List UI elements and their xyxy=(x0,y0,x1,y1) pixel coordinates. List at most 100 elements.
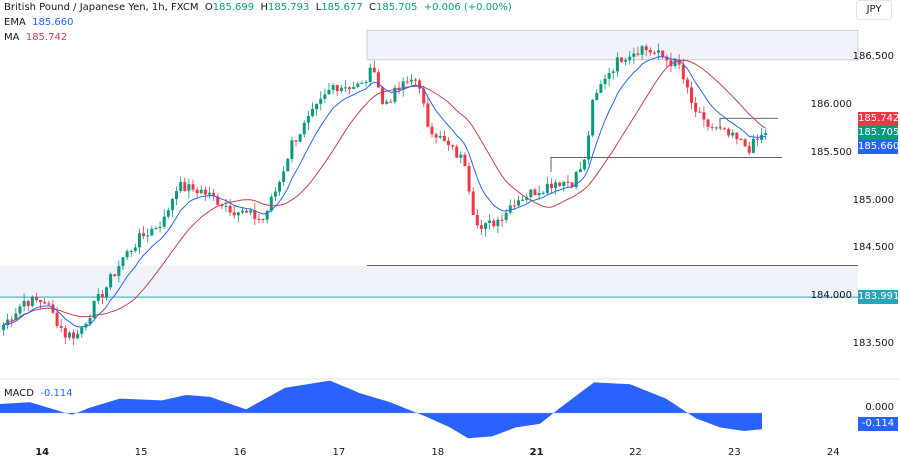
candle-body xyxy=(158,226,162,229)
candle-body xyxy=(508,205,512,213)
candle-body xyxy=(26,300,30,306)
candle-body xyxy=(286,158,290,172)
macd-area xyxy=(0,380,762,439)
candle-body xyxy=(109,274,113,288)
candle-body xyxy=(549,183,553,189)
macd-legend[interactable]: MACD -0.114 xyxy=(4,388,73,400)
candle-body xyxy=(67,332,71,338)
x-tick-label: 18 xyxy=(431,447,445,458)
candle-body xyxy=(558,182,562,186)
candle-body xyxy=(657,50,661,53)
y-tick-label: 185.000 xyxy=(852,194,894,206)
candle-body xyxy=(372,67,376,73)
candle-body xyxy=(113,274,117,276)
macd-label: MACD xyxy=(4,388,34,399)
candle-body xyxy=(302,122,306,135)
close-price-tag: 185.705 xyxy=(858,126,900,140)
currency-label[interactable]: JPY xyxy=(856,0,892,20)
candle-body xyxy=(133,247,137,251)
candle-body xyxy=(360,82,364,84)
candle-body xyxy=(269,196,273,211)
candle-body xyxy=(216,196,220,205)
candle-body xyxy=(389,101,393,103)
candle-body xyxy=(187,184,191,191)
candle-body xyxy=(249,210,253,213)
candle-body xyxy=(599,84,603,93)
y-tick-label: 184.500 xyxy=(852,242,894,254)
y-tick-label: 185.500 xyxy=(810,146,852,158)
candle-body xyxy=(34,296,38,301)
ema-label: EMA xyxy=(4,17,26,28)
candle-body xyxy=(92,300,96,319)
candle-body xyxy=(467,166,471,192)
ma-legend[interactable]: MA 185.742 xyxy=(4,30,512,45)
candle-body xyxy=(315,103,319,110)
candle-body xyxy=(208,192,211,195)
candle-body xyxy=(644,46,648,51)
candle-body xyxy=(39,300,43,303)
candle-body xyxy=(14,313,18,320)
y-tick-label: 183.500 xyxy=(852,338,894,350)
candle-body xyxy=(76,333,80,339)
candle-body xyxy=(677,59,681,65)
x-tick-label: 15 xyxy=(134,447,148,458)
candle-body xyxy=(463,154,467,167)
candle-body xyxy=(603,78,607,85)
candle-body xyxy=(459,154,463,158)
candle-body xyxy=(203,189,207,195)
candle-body xyxy=(240,210,244,213)
candle-body xyxy=(471,191,475,215)
candle-body xyxy=(294,140,298,142)
candle-body xyxy=(587,135,591,160)
candle-body xyxy=(723,128,726,130)
candle-body xyxy=(59,325,63,328)
candle-body xyxy=(137,233,141,248)
candle-body xyxy=(422,88,426,104)
candle-body xyxy=(232,212,236,216)
candle-body xyxy=(323,94,327,99)
candle-body xyxy=(368,67,372,83)
candle-body xyxy=(142,233,146,237)
x-tick-label: 22 xyxy=(629,447,642,458)
candle-body xyxy=(648,50,652,53)
candle-body xyxy=(455,146,459,158)
candle-body xyxy=(517,200,520,206)
candle-body xyxy=(710,126,714,128)
ema-line xyxy=(3,56,766,328)
candle-body xyxy=(100,294,104,298)
high-value: 185.793 xyxy=(267,2,310,13)
candle-body xyxy=(236,212,240,216)
candle-body xyxy=(278,182,282,192)
candle-body xyxy=(537,192,541,196)
candle-body xyxy=(343,87,347,89)
symbol-title[interactable]: British Pound / Japanese Yen, 1h, FXCM xyxy=(4,2,199,13)
candle-body xyxy=(261,219,265,221)
candle-body xyxy=(451,145,455,147)
candle-body xyxy=(504,212,508,221)
candle-body xyxy=(512,205,516,207)
ma-line xyxy=(3,59,766,326)
candle-body xyxy=(529,189,533,198)
candle-body xyxy=(224,205,228,207)
candle-body xyxy=(574,172,578,188)
candle-body xyxy=(290,140,294,159)
candle-body xyxy=(199,189,203,194)
candle-body xyxy=(121,257,125,267)
candle-body xyxy=(690,87,694,103)
candle-body xyxy=(595,92,599,100)
candle-body xyxy=(628,56,632,61)
ema-legend[interactable]: EMA 185.660 xyxy=(4,15,512,30)
candle-body xyxy=(578,169,582,173)
candle-body xyxy=(475,214,479,226)
candle-body xyxy=(698,111,702,113)
candle-body xyxy=(418,80,422,89)
x-tick-label: 24 xyxy=(826,447,840,458)
candle-body xyxy=(521,199,525,201)
candle-body xyxy=(220,204,224,207)
candle-body xyxy=(566,181,570,183)
candle-body xyxy=(331,85,335,90)
macd-value-tag: -0.114 xyxy=(858,417,898,431)
candle-body xyxy=(582,159,586,170)
candle-body xyxy=(434,134,438,138)
